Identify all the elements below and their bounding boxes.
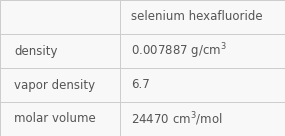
Text: molar volume: molar volume [14,112,96,126]
Text: selenium hexafluoride: selenium hexafluoride [131,10,263,24]
Text: 6.7: 6.7 [131,78,150,92]
Text: 24470 cm$^{3}$/mol: 24470 cm$^{3}$/mol [131,110,223,128]
Text: density: density [14,44,58,58]
Text: 0.007887 g/cm$^{3}$: 0.007887 g/cm$^{3}$ [131,41,227,61]
Text: vapor density: vapor density [14,78,95,92]
